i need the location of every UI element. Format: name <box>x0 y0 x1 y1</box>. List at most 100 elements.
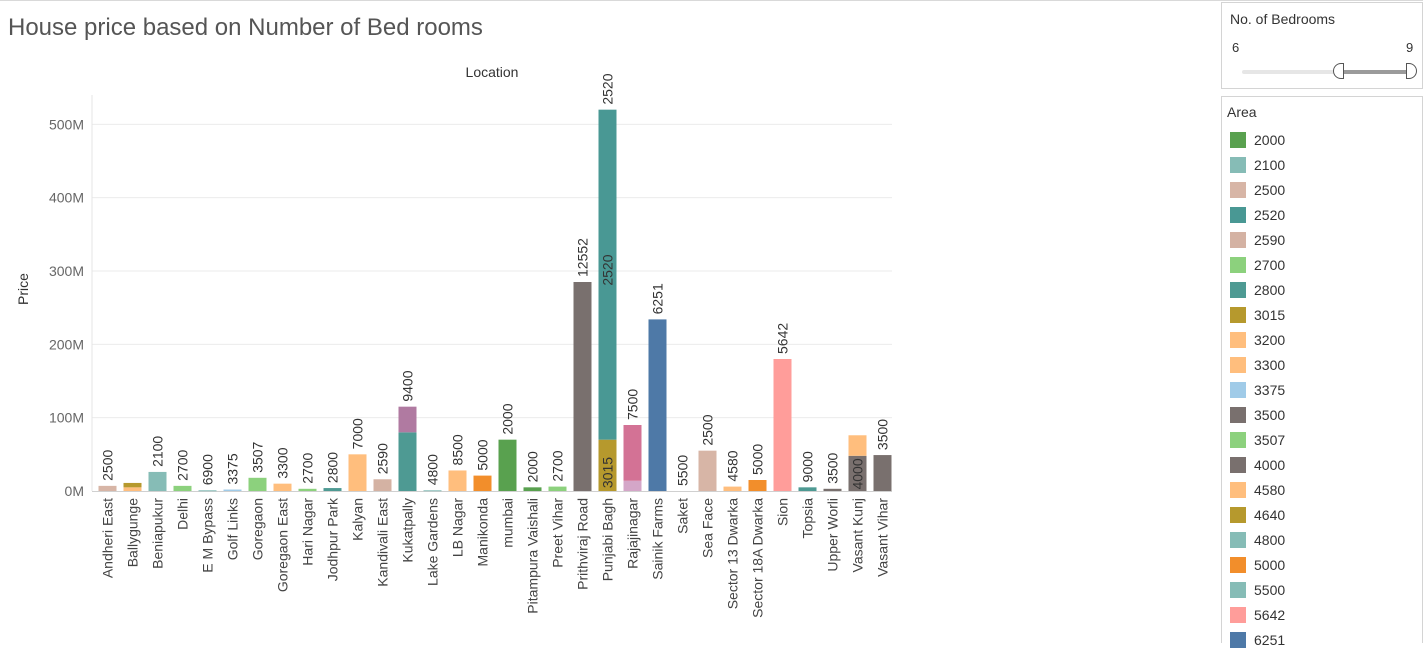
x-tick-label: Sea Face <box>700 498 716 558</box>
legend-swatch <box>1230 281 1246 298</box>
bar-segment <box>698 450 717 491</box>
legend-item[interactable]: 2000 <box>1230 127 1285 152</box>
top-border <box>0 0 1423 1</box>
legend-item[interactable]: 3300 <box>1230 352 1285 377</box>
bar-value-label: 2100 <box>150 436 166 467</box>
legend-swatch <box>1230 406 1246 423</box>
range-slider-max-handle[interactable] <box>1406 63 1417 79</box>
bar-value-label: 2700 <box>300 452 316 483</box>
bar-value-label: 3375 <box>225 453 241 484</box>
chart-title: House price based on Number of Bed rooms <box>8 14 483 41</box>
x-tick-label: Kalyan <box>350 498 366 541</box>
legend-item[interactable]: 4580 <box>1230 477 1285 502</box>
legend-item[interactable]: 2800 <box>1230 277 1285 302</box>
legend-item[interactable]: 2100 <box>1230 152 1285 177</box>
x-tick-label: mumbai <box>500 498 516 548</box>
bar-segment <box>173 485 192 491</box>
legend-item[interactable]: 2520 <box>1230 202 1285 227</box>
bar-value-label: 2500 <box>100 450 116 481</box>
x-tick-label: Saket <box>675 498 691 534</box>
legend-item[interactable]: 2590 <box>1230 227 1285 252</box>
x-tick-label: Manikonda <box>475 498 491 567</box>
range-slider-min-handle[interactable] <box>1333 63 1344 79</box>
x-tick-label: Upper Worli <box>825 498 841 572</box>
x-tick-label: Lake Gardens <box>425 498 441 586</box>
bar-segment <box>623 480 642 491</box>
bar-value-label: 3500 <box>875 419 891 450</box>
bar-segment <box>848 435 867 456</box>
bar-value-label: 9400 <box>400 370 416 401</box>
bar-value-label: 12552 <box>575 238 591 277</box>
legend-item[interactable]: 2700 <box>1230 252 1285 277</box>
legend-item[interactable]: 4640 <box>1230 502 1285 527</box>
bar-segment <box>648 319 667 491</box>
legend-item[interactable]: 3200 <box>1230 327 1285 352</box>
bedrooms-filter-card: No. of Bedrooms 6 9 <box>1221 2 1423 89</box>
legend-swatch <box>1230 606 1246 623</box>
y-tick-label: 0M <box>65 483 84 499</box>
bar-segment <box>748 480 767 491</box>
legend-item[interactable]: 3015 <box>1230 302 1285 327</box>
bar-value-label: 6900 <box>200 454 216 485</box>
legend-swatch <box>1230 631 1246 648</box>
legend-item[interactable]: 3375 <box>1230 377 1285 402</box>
bar-segment <box>298 488 317 491</box>
x-tick-label: LB Nagar <box>450 498 466 557</box>
legend-swatch <box>1230 456 1246 473</box>
legend-swatch <box>1230 156 1246 173</box>
bar-segment <box>148 471 167 491</box>
x-tick-label: Sainik Farms <box>650 498 666 580</box>
x-tick-label: E M Bypass <box>200 498 216 573</box>
legend-item[interactable]: 5642 <box>1230 602 1285 627</box>
legend-label: 3500 <box>1254 406 1286 423</box>
legend-label: 2800 <box>1254 281 1286 298</box>
legend-item[interactable]: 3507 <box>1230 427 1285 452</box>
legend-item[interactable]: 3500 <box>1230 402 1285 427</box>
bar-segment <box>448 470 467 491</box>
x-tick-label: Vasant Vihar <box>875 498 891 577</box>
bar-value-label: 5000 <box>475 439 491 470</box>
x-axis-title: Location <box>466 64 519 80</box>
bar-segment <box>398 406 417 433</box>
x-tick-label: Sion <box>775 498 791 526</box>
bar-value-label: 5000 <box>750 444 766 475</box>
x-tick-label: Andheri East <box>100 498 116 578</box>
legend-swatch <box>1230 481 1246 498</box>
bar-segment <box>273 483 292 491</box>
x-tick-label: Goregaon <box>250 498 266 560</box>
filter-title: No. of Bedrooms <box>1230 11 1336 27</box>
bar-segment <box>823 488 842 491</box>
legend-label: 4580 <box>1254 481 1286 498</box>
x-tick-label: Sector 18A Dwarka <box>750 498 766 618</box>
bar-value-label: 2800 <box>325 452 341 483</box>
legend-label: 6251 <box>1254 631 1286 648</box>
legend-item[interactable]: 5000 <box>1230 552 1285 577</box>
range-slider-selection <box>1338 70 1412 74</box>
x-tick-label: Beniapukur <box>150 498 166 569</box>
bar-segment <box>498 439 517 491</box>
x-tick-label: Delhi <box>175 498 191 530</box>
range-slider-track[interactable] <box>1242 70 1412 74</box>
legend-swatch <box>1230 531 1246 548</box>
legend-swatch <box>1230 431 1246 448</box>
legend-label: 3507 <box>1254 431 1286 448</box>
bar-value-label: 4800 <box>425 454 441 485</box>
bar-segment <box>873 455 892 491</box>
bar-value-label: 2700 <box>175 450 191 481</box>
bar-segment <box>623 425 642 481</box>
bar-segment <box>548 486 567 491</box>
filter-max-label: 9 <box>1406 40 1414 55</box>
legend-item[interactable]: 4000 <box>1230 452 1285 477</box>
x-tick-label: Jodhpur Park <box>325 497 341 581</box>
y-tick-label: 100M <box>49 410 84 426</box>
x-tick-label: Kandivali East <box>375 498 391 587</box>
legend-item[interactable]: 4800 <box>1230 527 1285 552</box>
legend-label: 2700 <box>1254 256 1286 273</box>
x-tick-label: Topsia <box>800 498 816 539</box>
bar-value-label: 2700 <box>550 450 566 481</box>
legend-item[interactable]: 6251 <box>1230 627 1285 652</box>
bar-segment <box>323 488 342 491</box>
legend-item[interactable]: 5500 <box>1230 577 1285 602</box>
legend-item[interactable]: 2500 <box>1230 177 1285 202</box>
bar-value-label: 5642 <box>775 323 791 354</box>
